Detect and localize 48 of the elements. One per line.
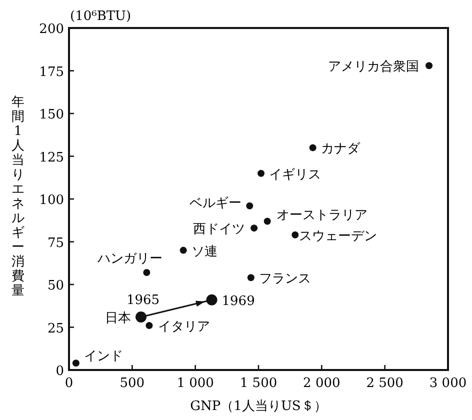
point bbox=[258, 170, 265, 177]
y-tick-label: 150 bbox=[39, 108, 64, 122]
annotation: 1965 bbox=[126, 292, 160, 308]
y-tick-label: 100 bbox=[39, 193, 64, 208]
point bbox=[246, 202, 254, 210]
x-tick-label: 1 500 bbox=[240, 376, 278, 391]
point bbox=[180, 246, 187, 254]
annotation: ソ連 bbox=[191, 244, 218, 260]
point bbox=[72, 360, 80, 367]
x-tick-label: 500 bbox=[120, 376, 145, 391]
annotation: イギリス bbox=[269, 167, 322, 182]
x-tick-label: 1 000 bbox=[176, 376, 214, 391]
x-tick-label: 2 500 bbox=[366, 376, 404, 391]
point bbox=[143, 269, 150, 276]
y-tick-label: 50 bbox=[47, 278, 64, 294]
point bbox=[264, 218, 271, 225]
y-axis-title: 年間1人当りエネルギー消費量 bbox=[12, 94, 24, 298]
annotation: オーストラリア bbox=[276, 208, 368, 224]
y-tick-label: 125 bbox=[39, 150, 64, 166]
point bbox=[309, 144, 316, 152]
x-axis-title: GNP（1人当りUS＄） bbox=[190, 399, 327, 414]
point bbox=[247, 274, 254, 282]
annotation: 1969 bbox=[222, 294, 255, 309]
annotation: 西ドイツ bbox=[193, 222, 246, 238]
y-tick-label: 175 bbox=[39, 64, 64, 80]
annotation: カナダ bbox=[320, 142, 361, 157]
x-tick-label: 3 000 bbox=[429, 376, 467, 391]
x-tick-label: 0 bbox=[64, 376, 74, 391]
annotation: アメリカ合衆国 bbox=[328, 60, 420, 75]
annotation: イタリア bbox=[158, 320, 210, 335]
annotation: ベルギー bbox=[190, 196, 242, 211]
annotation: スウェーデン bbox=[299, 228, 378, 244]
annotation: インド bbox=[84, 349, 123, 364]
text: (10⁶BTU) bbox=[70, 9, 132, 24]
annotation: 日本 bbox=[105, 310, 132, 326]
point bbox=[426, 62, 433, 70]
y-tick-label: 0 bbox=[56, 364, 64, 379]
point bbox=[136, 311, 147, 322]
y-tick-label: 200 bbox=[39, 22, 64, 37]
point bbox=[206, 294, 218, 306]
y-tick-label: 75 bbox=[47, 236, 64, 251]
annotation: フランス bbox=[258, 272, 311, 287]
point bbox=[250, 224, 258, 232]
point bbox=[292, 231, 299, 238]
point bbox=[146, 322, 153, 330]
annotation: ハンガリー bbox=[96, 252, 163, 267]
x-tick-label: 2 000 bbox=[303, 376, 340, 391]
y-tick-label: 25 bbox=[47, 321, 64, 336]
